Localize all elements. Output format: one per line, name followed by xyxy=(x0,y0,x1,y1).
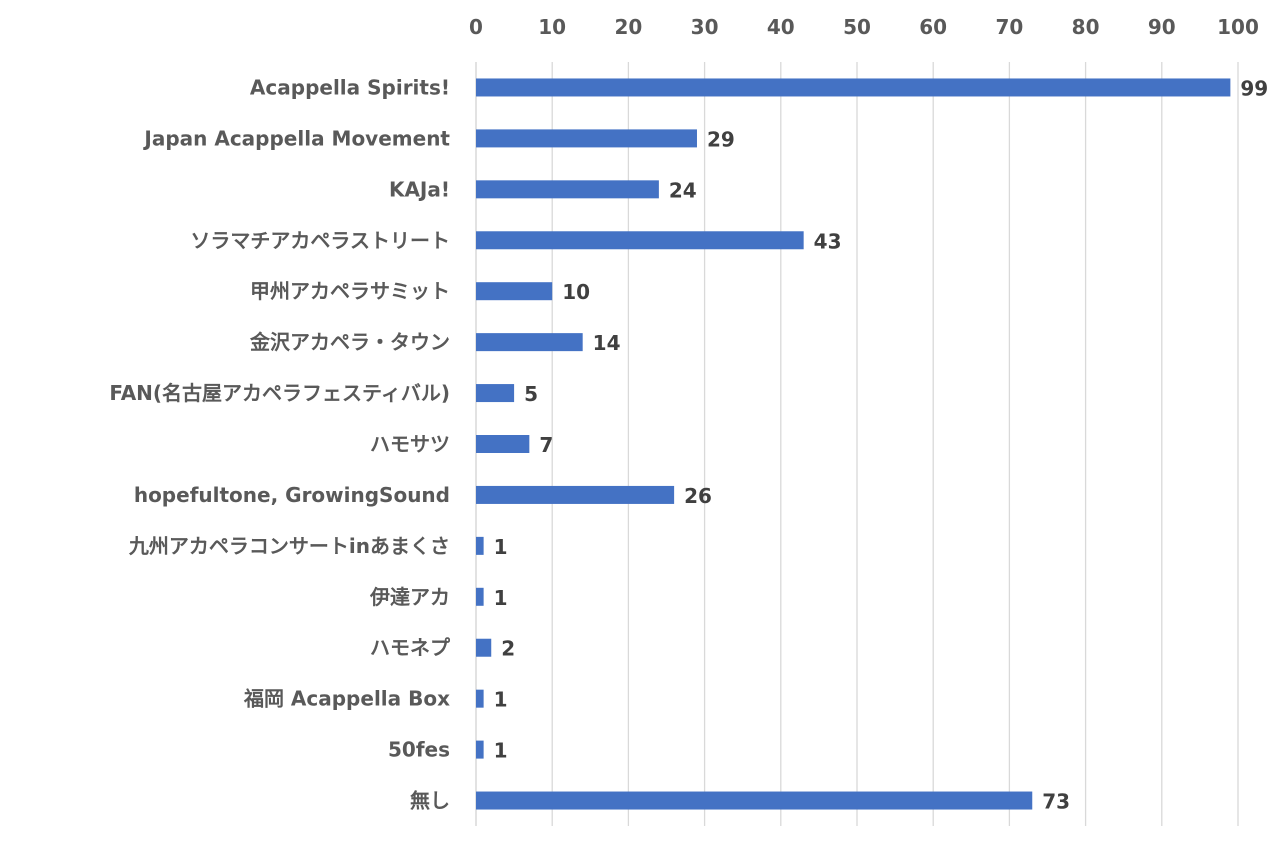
bar xyxy=(476,333,583,352)
bar xyxy=(476,231,804,250)
data-label: 26 xyxy=(684,484,712,508)
data-label: 24 xyxy=(669,178,697,202)
x-tick-label-90: 90 xyxy=(1148,15,1176,39)
x-tick-label-80: 80 xyxy=(1072,15,1100,39)
category-label: 金沢アカペラ・タウン xyxy=(249,330,450,354)
x-tick-label-60: 60 xyxy=(919,15,947,39)
bar xyxy=(476,791,1033,810)
category-label: ハモネプ xyxy=(370,636,451,660)
bar xyxy=(476,129,697,148)
category-label: ソラマチアカペラストリート xyxy=(190,228,450,252)
category-label: ハモサツ xyxy=(370,432,450,456)
bar xyxy=(476,435,530,453)
x-tick-label-20: 20 xyxy=(614,15,642,39)
category-label: 甲州アカペラサミット xyxy=(250,279,450,303)
data-label: 1 xyxy=(494,535,508,559)
bar xyxy=(476,485,675,504)
x-tick-label-70: 70 xyxy=(995,15,1023,39)
x-tick-label-30: 30 xyxy=(691,15,719,39)
data-label: 1 xyxy=(494,586,508,610)
bar xyxy=(476,740,484,759)
category-axis: Acappella Spirits! Japan Acappella Moveme… xyxy=(109,62,477,826)
data-label: 14 xyxy=(593,331,621,355)
category-label: 伊達アカ xyxy=(369,585,450,609)
data-label: 2 xyxy=(501,637,515,661)
x-tick-label-40: 40 xyxy=(767,15,795,39)
category-label: 福岡 Acappella Box xyxy=(243,687,450,711)
category-label: KAJa! xyxy=(389,177,450,201)
category-label: 九州アカペラコンサートinあまくさ xyxy=(128,534,450,558)
x-tick-label-100: 100 xyxy=(1217,15,1259,39)
bar xyxy=(476,536,484,555)
data-label: 5 xyxy=(524,382,538,406)
bar xyxy=(476,180,659,199)
x-tick-label-10: 10 xyxy=(538,15,566,39)
data-label: 10 xyxy=(562,280,590,304)
x-axis-ticks: 0 10 20 30 40 50 60 70 80 90 100 xyxy=(469,15,1259,39)
data-label: 7 xyxy=(539,433,553,457)
x-tick-label-0: 0 xyxy=(469,15,483,39)
category-label: Japan Acappella Movement xyxy=(142,126,450,150)
data-labels: 99 29 24 43 10 14 5 7 26 1 1 2 1 1 73 xyxy=(494,76,1269,813)
data-label: 99 xyxy=(1240,76,1268,100)
data-label: 1 xyxy=(494,739,508,763)
category-label: hopefultone, GrowingSound xyxy=(134,483,450,507)
bar xyxy=(476,384,515,403)
bars xyxy=(476,78,1231,810)
data-label: 73 xyxy=(1042,790,1070,814)
data-label: 29 xyxy=(707,127,735,151)
bar xyxy=(476,689,484,708)
category-label: FAN(名古屋アカペラフェスティバル) xyxy=(109,381,450,405)
bar xyxy=(476,587,484,606)
bar xyxy=(476,282,553,301)
bar xyxy=(476,638,492,657)
category-label: Acappella Spirits! xyxy=(250,75,450,99)
x-tick-label-50: 50 xyxy=(843,15,871,39)
data-label: 43 xyxy=(814,229,842,253)
data-label: 1 xyxy=(494,688,508,712)
gridlines xyxy=(475,62,1239,826)
category-label: 50fes xyxy=(388,738,450,762)
bar xyxy=(476,78,1231,97)
category-label: 無し xyxy=(410,789,450,813)
